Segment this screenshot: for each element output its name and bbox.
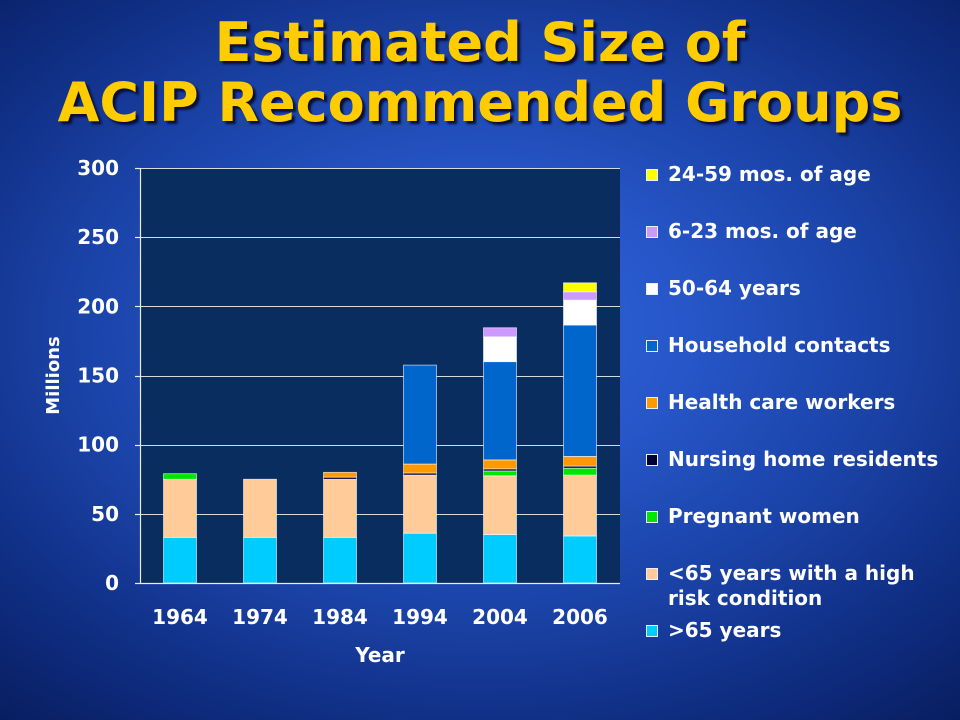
stacked-bar-2004	[483, 327, 517, 584]
bar-segment-2004-pregnant-women	[483, 470, 517, 477]
bars	[163, 282, 597, 584]
legend-swatch	[646, 568, 658, 580]
page-title: Estimated Size of ACIP Recommended Group…	[0, 13, 960, 133]
stacked-bar-1994	[403, 364, 437, 584]
x-tick-label-1974: 1974	[232, 605, 288, 629]
chart-legend: 24-59 mos. of age 6-23 mos. of age 50-64…	[646, 162, 948, 675]
title-line-2: ACIP Recommended Groups	[57, 71, 903, 134]
legend-swatch	[646, 454, 658, 466]
x-tick-label-2006: 2006	[552, 605, 608, 629]
y-tick-label-50: 50	[91, 502, 119, 526]
legend-label: <65 years with a high risk condition	[668, 561, 915, 610]
legend-swatch	[646, 283, 658, 295]
legend-label: 24-59 mos. of age	[668, 162, 871, 186]
bar-segment-2006-household-contacts	[563, 324, 597, 457]
bar-segment-1984-under-65-years-with-a-high-risk-condition	[323, 478, 357, 538]
bar-segment-2004-50-64-years	[483, 336, 517, 363]
legend-swatch	[646, 169, 658, 181]
legend-item-over-65-years: >65 years	[646, 618, 948, 675]
bar-segment-1964-over-65-years	[163, 536, 197, 584]
plot-area	[140, 168, 620, 583]
legend-item-household-contacts: Household contacts	[646, 333, 948, 390]
bar-segment-2006-health-care-workers	[563, 456, 597, 467]
legend-label: Health care workers	[668, 390, 896, 414]
bar-segment-1984-over-65-years	[323, 536, 357, 584]
legend-item-pregnant-women: Pregnant women	[646, 504, 948, 561]
legend-item-under-65-high-risk: <65 years with a high risk condition	[646, 561, 948, 618]
bar-segment-2006-6-23-mos-of-age	[563, 291, 597, 301]
title-line-1: Estimated Size of	[214, 11, 746, 74]
y-axis-title: Millions	[43, 336, 64, 415]
legend-swatch	[646, 397, 658, 409]
legend-label: Pregnant women	[668, 504, 860, 528]
bar-segment-1974-under-65-years-with-a-high-risk-condition	[243, 478, 277, 538]
bar-segment-2004-over-65-years	[483, 534, 517, 584]
legend-item-6-23-mos-of-age: 6-23 mos. of age	[646, 219, 948, 276]
stacked-bar-1984	[323, 471, 357, 584]
legend-item-24-59-mos-of-age: 24-59 mos. of age	[646, 162, 948, 219]
legend-label: >65 years	[668, 618, 782, 642]
legend-label: Household contacts	[668, 333, 891, 357]
legend-swatch	[646, 625, 658, 637]
stacked-bar-2006	[563, 282, 597, 584]
legend-swatch	[646, 340, 658, 352]
y-tick-label-100: 100	[77, 433, 119, 457]
legend-item-health-care-workers: Health care workers	[646, 390, 948, 447]
bar-segment-2004-household-contacts	[483, 361, 517, 461]
y-tick-label-0: 0	[105, 571, 119, 595]
y-tick-label-250: 250	[77, 225, 119, 249]
x-tick-label-1984: 1984	[312, 605, 368, 629]
x-axis: 1964 1974 1984 1994 2004 2006	[140, 582, 620, 629]
legend-label: 6-23 mos. of age	[668, 219, 857, 243]
y-tick-label-300: 300	[77, 156, 119, 180]
bar-segment-1974-over-65-years	[243, 536, 277, 584]
y-tick-label-200: 200	[77, 294, 119, 318]
bar-segment-1964-under-65-years-with-a-high-risk-condition	[163, 478, 197, 538]
bar-segment-2004-under-65-years-with-a-high-risk-condition	[483, 475, 517, 535]
bar-segment-2006-24-59-mos-of-age	[563, 282, 597, 293]
bar-segment-2006-under-65-years-with-a-high-risk-condition	[563, 474, 597, 537]
x-axis-title: Year	[354, 643, 405, 667]
bar-segment-1984-health-care-workers	[323, 471, 357, 478]
bar-segment-1994-household-contacts	[403, 364, 437, 465]
x-tick-label-1964: 1964	[152, 605, 208, 629]
bar-segment-1994-under-65-years-with-a-high-risk-condition	[403, 474, 437, 534]
y-tick-label-150: 150	[77, 364, 119, 388]
bar-segment-2006-pregnant-women	[563, 467, 597, 476]
x-tick-label-1994: 1994	[392, 605, 448, 629]
bar-segment-2006-over-65-years	[563, 535, 597, 584]
legend-label: 50-64 years	[668, 276, 801, 300]
legend-item-50-64-years: 50-64 years	[646, 276, 948, 333]
gridlines	[140, 168, 620, 515]
legend-swatch	[646, 226, 658, 238]
bar-segment-2004-health-care-workers	[483, 459, 517, 470]
bar-segment-1994-over-65-years	[403, 532, 437, 584]
stacked-bar-1964	[163, 473, 197, 584]
bar-segment-1964-pregnant-women	[163, 473, 197, 480]
y-axis: 0 50 100 150 200 250 300	[77, 156, 142, 595]
bar-segment-1994-health-care-workers	[403, 463, 437, 474]
bar-segment-2006-50-64-years	[563, 299, 597, 326]
legend-item-nursing-home-residents: Nursing home residents	[646, 447, 948, 504]
legend-label: Nursing home residents	[668, 447, 939, 471]
legend-swatch	[646, 511, 658, 523]
x-tick-label-2004: 2004	[472, 605, 528, 629]
stacked-bar-1974	[243, 478, 277, 584]
bar-segment-2004-6-23-mos-of-age	[483, 327, 517, 338]
